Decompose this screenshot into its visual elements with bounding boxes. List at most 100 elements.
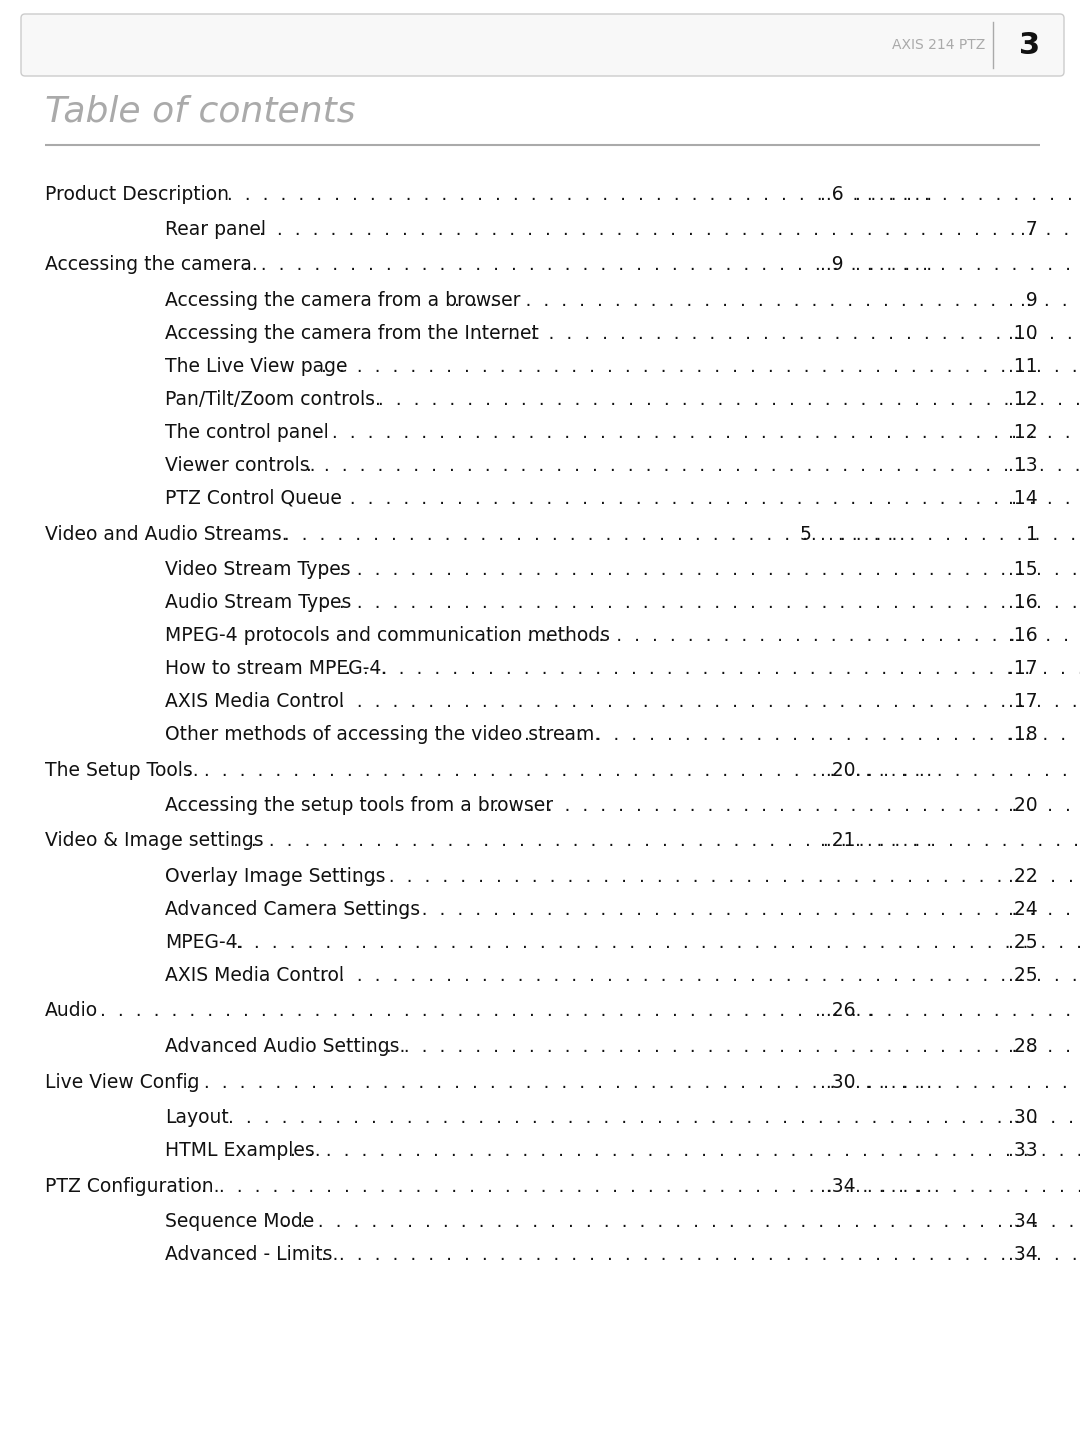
Text: Product Description: Product Description: [45, 184, 229, 203]
Text: .28: .28: [1009, 1037, 1038, 1055]
Text: .  .  .  .  .  .  .  .  .  .  .  .  .  .  .  .  .  .  .  .  .  .  .  .  .  .  . : . . . . . . . . . . . . . . . . . . . . …: [253, 220, 1080, 239]
Text: .  .  .  .  .  .  .  .  .  .  .  .  .  .  .  .  .  .  .  .  .  .  .  .  .  .  . : . . . . . . . . . . . . . . . . . . . . …: [487, 797, 1080, 815]
Text: .  .  .  .  .  .  .  .  .  .  .  .  .  .  .  .  .  .  .  .  .  .  .  .  .  .  . : . . . . . . . . . . . . . . . . . . . . …: [315, 1246, 1080, 1264]
Text: .  .  .  .  .  .  .  .  .  .  .  .  .  .  .  .  .  .  .  .  .  .  .  .  .  .  . : . . . . . . . . . . . . . . . . . . . . …: [219, 256, 1080, 275]
Text: Accessing the setup tools from a browser: Accessing the setup tools from a browser: [165, 797, 553, 815]
Text: .  .  .  .  .  .  .  .  .  .  .  .  .  .  .  .  .  .  .  .  .  .  .  .  .  .  . : . . . . . . . . . . . . . . . . . . . . …: [227, 831, 1080, 851]
Text: .  .  .  .  .  .  .  .  .  .  .  .  .  .  .  .  .  .  .  .  .  .  .  .  .  .  . : . . . . . . . . . . . . . . . . . . . . …: [308, 489, 1080, 508]
Text: Video & Image settings: Video & Image settings: [45, 831, 264, 851]
Text: .18: .18: [1009, 725, 1038, 744]
Text: Viewer controls.: Viewer controls.: [165, 456, 315, 475]
Text: .  .  .  .  .  .  .  .  .  .  .  .  .  .  .  .  .  .  .  .  .  .  .  .  .  .  . : . . . . . . . . . . . . . . . . . . . . …: [502, 626, 1080, 645]
Text: .20: .20: [1009, 797, 1038, 815]
Text: .24: .24: [1009, 899, 1038, 919]
Text: Audio: Audio: [45, 1001, 98, 1021]
Text: ..20.: ..20.: [820, 761, 862, 779]
Text: .  .  .  .  .  .  .  .  .  .  .  .  .  .  .  .  .  .  .  .  .  .  .  .  .  .  . : . . . . . . . . . . . . . . . . . . . . …: [242, 525, 1080, 543]
Text: Video and Audio Streams.: Video and Audio Streams.: [45, 525, 287, 543]
Text: HTML Examples.: HTML Examples.: [165, 1141, 321, 1160]
Text: The control panel: The control panel: [165, 423, 328, 442]
Text: MPEG-4.: MPEG-4.: [165, 932, 243, 952]
Text: Accessing the camera.: Accessing the camera.: [45, 256, 258, 275]
Text: .17: .17: [1009, 659, 1038, 678]
FancyBboxPatch shape: [21, 14, 1064, 76]
Text: Other methods of accessing the video stream.: Other methods of accessing the video str…: [165, 725, 600, 744]
Text: .22: .22: [1009, 867, 1038, 887]
Text: .34: .34: [1009, 1213, 1038, 1231]
Text: .25: .25: [1009, 967, 1038, 985]
Text: .  .  .  .  .  .  .  .  .  .  .  .  .  .  .  .  .  .  .  .  .  .  .  .  .  .  . : . . . . . . . . . . . . . . . . . . . . …: [315, 561, 1080, 579]
Text: .  .  .  .  .  .  .  .  .  .  .  .  .  .  .  .  .  .  .  .  .  .  .  .  .  .  . : . . . . . . . . . . . . . . . . . . . . …: [448, 290, 1080, 310]
Text: .  .  .  .  .  .  .  .  .  .  .  .  .  .  .  .  .  .  .  .  .  .  .  .  .  .  . : . . . . . . . . . . . . . . . . . . . . …: [362, 899, 1080, 919]
Text: .  .  .  .  .  .  .  .  .  .  .  .  .  .  .  .  .  .  .  .  .  .  .  .  .  .  . : . . . . . . . . . . . . . . . . . . . . …: [94, 1001, 1080, 1021]
Text: .16: .16: [1009, 593, 1038, 612]
Text: . . . . . . .: . . . . . . .: [828, 525, 905, 543]
Text: . . . . . . .: . . . . . . .: [855, 1177, 932, 1195]
Text: .  .  .  .  .  .  .  .  .  .  .  .  .  .  .  .  .  .  .  .  .  .  .  .  .  .  . : . . . . . . . . . . . . . . . . . . . . …: [471, 325, 1080, 343]
Text: Overlay Image Settings: Overlay Image Settings: [165, 867, 386, 887]
Text: 3: 3: [1020, 30, 1040, 60]
Text: ..34: ..34: [820, 1177, 855, 1195]
Text: Accessing the camera from the Internet: Accessing the camera from the Internet: [165, 325, 539, 343]
Text: Advanced Audio Settings.: Advanced Audio Settings.: [165, 1037, 405, 1055]
Text: PTZ Configuration.: PTZ Configuration.: [45, 1177, 219, 1195]
Text: Audio Stream Types: Audio Stream Types: [165, 593, 351, 612]
Text: .  .  .  .  .  .  .  .  .  .  .  .  .  .  .  .  .  .  .  .  .  .  .  .  .  .  . : . . . . . . . . . . . . . . . . . . . . …: [230, 932, 1080, 952]
Text: .14: .14: [1009, 489, 1038, 508]
Text: Sequence Mode: Sequence Mode: [165, 1213, 314, 1231]
Text: ..6: ..6: [820, 184, 843, 203]
Text: .  .  .  .  .  .  .  .  .  .  .  .  .  .  .  .  .  .  .  .  .  .  .  .  .  .  . : . . . . . . . . . . . . . . . . . . . . …: [300, 456, 1080, 475]
Text: .13: .13: [1009, 456, 1038, 475]
Text: ..26. .: ..26. .: [820, 1001, 874, 1021]
Text: .  .  .  .  .  .  .  .  .  .  .  .  .  .  .  .  .  .  .  .  .  .  .  .  .  .  . : . . . . . . . . . . . . . . . . . . . . …: [315, 967, 1080, 985]
Text: Advanced - Limits.: Advanced - Limits.: [165, 1246, 338, 1264]
Text: ..30: ..30: [820, 1072, 855, 1091]
Text: How to stream MPEG-4.: How to stream MPEG-4.: [165, 659, 388, 678]
Text: .  .  .  .  .  .  .  .  .  .  .  .  .  .  .  .  .  .  .  .  .  .  .  .  .  .  . : . . . . . . . . . . . . . . . . . . . . …: [179, 1072, 1080, 1091]
Text: .  .  .  .  .  .  .  .  .  .  .  .  .  .  .  .  .  .  .  .  .  .  .  .  .  .  . : . . . . . . . . . . . . . . . . . . . . …: [179, 761, 1080, 779]
Text: .  .  .  .  .  .  .  .  .  .  .  .  .  .  .  .  .  .  .  .  .  .  .  .  .  .  . : . . . . . . . . . . . . . . . . . . . . …: [221, 1108, 1080, 1127]
Text: Layout: Layout: [165, 1108, 229, 1127]
Text: .  .  .  .  .  .  .  .  .  .  .  .  .  .  .  .  .  .  .  .  .  .  .  .  .  .  . : . . . . . . . . . . . . . . . . . . . . …: [315, 593, 1080, 612]
Text: .16: .16: [1009, 626, 1038, 645]
Text: The Setup Tools.: The Setup Tools.: [45, 761, 199, 779]
Text: .  .  .  .  .  .  .  .  .  .  .  .  .  .  .  .  .  .  .  .  .  .  .  .  .  .  . : . . . . . . . . . . . . . . . . . . . . …: [354, 390, 1080, 409]
Text: The Live View page: The Live View page: [165, 358, 348, 376]
Text: .12: .12: [1009, 423, 1038, 442]
Text: .9: .9: [1021, 290, 1038, 310]
Text: .7: .7: [1021, 220, 1038, 239]
Text: .15: .15: [1009, 561, 1038, 579]
Text: PTZ Control Queue: PTZ Control Queue: [165, 489, 342, 508]
Text: Accessing the camera from a browser: Accessing the camera from a browser: [165, 290, 521, 310]
Text: Advanced Camera Settings: Advanced Camera Settings: [165, 899, 420, 919]
Text: 1: 1: [1026, 525, 1038, 543]
Text: .  .  .  .  .  .  .  .  .  .  .  .  .  .  .  .  .  .  .  .  .  .  .  .  .  .  . : . . . . . . . . . . . . . . . . . . . . …: [284, 1141, 1080, 1160]
Text: ..9: ..9: [820, 256, 843, 275]
Text: . . . . . . .: . . . . . . .: [855, 761, 932, 779]
Text: .25: .25: [1009, 932, 1038, 952]
Text: .33: .33: [1009, 1141, 1038, 1160]
Text: .  .  .  .  .  .  .  .  .  .  .  .  .  .  .  .  .  .  .  .  .  .  .  .  .  .  . : . . . . . . . . . . . . . . . . . . . . …: [315, 692, 1080, 711]
Text: .  .  .  .  .  .  .  .  .  .  .  .  .  .  .  .  .  .  .  .  .  .  .  .  .  .  . : . . . . . . . . . . . . . . . . . . . . …: [203, 184, 1080, 203]
Text: .  .  .  .  .  .  .  .  .  .  .  .  .  .  .  .  .  .  .  .  .  .  .  .  .  .  . : . . . . . . . . . . . . . . . . . . . . …: [308, 423, 1080, 442]
Text: Rear panel: Rear panel: [165, 220, 266, 239]
Text: .11: .11: [1009, 358, 1038, 376]
Text: . . . . . . .: . . . . . . .: [855, 831, 932, 851]
Text: .  .  .  .  .  .  .  .  .  .  .  .  .  .  .  .  .  .  .  .  .  .  .  .  .  .  . : . . . . . . . . . . . . . . . . . . . . …: [362, 1037, 1080, 1055]
Text: . . . . . . .: . . . . . . .: [855, 184, 932, 203]
Text: Video Stream Types: Video Stream Types: [165, 561, 351, 579]
Text: Table of contents: Table of contents: [45, 94, 355, 129]
Text: . . . . . . .: . . . . . . .: [855, 1072, 932, 1091]
Text: .12: .12: [1009, 390, 1038, 409]
Text: .  .  .  .  .  .  .  .  .  .  .  .  .  .  .  .  .  .  .  .  .  .  .  .  .  .  . : . . . . . . . . . . . . . . . . . . . . …: [339, 659, 1080, 678]
Text: Pan/Tilt/Zoom controls.: Pan/Tilt/Zoom controls.: [165, 390, 381, 409]
Text: .30: .30: [1009, 1108, 1038, 1127]
Text: . . . . . . .: . . . . . . .: [855, 256, 932, 275]
Text: Live View Config: Live View Config: [45, 1072, 200, 1091]
Text: MPEG-4 protocols and communication methods: MPEG-4 protocols and communication metho…: [165, 626, 610, 645]
Text: AXIS Media Control: AXIS Media Control: [165, 967, 345, 985]
Text: ..21: ..21: [820, 831, 855, 851]
Text: .34: .34: [1009, 1246, 1038, 1264]
Text: 5.: 5.: [800, 525, 818, 543]
Text: AXIS 214 PTZ: AXIS 214 PTZ: [892, 39, 985, 51]
